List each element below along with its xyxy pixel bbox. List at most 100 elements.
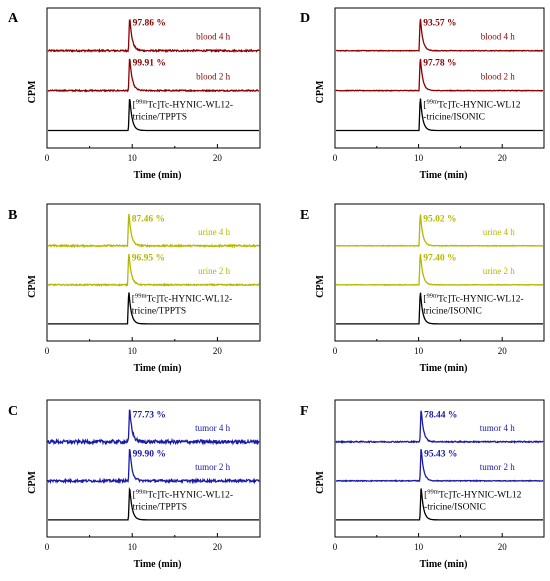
x-tick-label: 10	[128, 153, 138, 163]
standard-label-line2: -tricine/ISONIC	[424, 503, 486, 513]
series-trace	[335, 448, 544, 483]
x-tick-label: 20	[498, 153, 508, 163]
panel-letter: A	[8, 11, 19, 26]
peak-percent-label: 95.43 %	[424, 449, 457, 459]
series-trace	[336, 488, 543, 521]
panel-letter: E	[300, 208, 309, 223]
series-trace	[336, 292, 543, 325]
series-name-label: tumor 2 h	[195, 462, 230, 472]
series-name-label: blood 2 h	[481, 71, 516, 81]
x-axis-title: Time (min)	[134, 170, 182, 181]
standard-label: [99mTc]Tc-HYNIC-WL12	[424, 489, 522, 501]
panel-b: B 0 10 20 Time (min) CPM 87.46 % urine 4 h 96.95…	[8, 203, 261, 374]
standard-label-bracket: [	[424, 491, 427, 501]
standard-label: [99mTc]Tc-HYNIC-WL12-	[133, 489, 233, 501]
series-name-label: urine 4 h	[198, 227, 230, 237]
standard-label-name: Tc]Tc-HYNIC-WL12-	[147, 100, 233, 110]
series-trace	[47, 409, 260, 446]
panel-letter: B	[8, 208, 17, 223]
plot-frame	[46, 203, 261, 342]
series-name-label: urine 2 h	[198, 266, 230, 276]
standard-label-line2: tricine/TPPTS	[133, 112, 187, 122]
peak-percent-label: 95.02 %	[423, 214, 456, 224]
series-trace	[47, 253, 260, 287]
series-trace	[335, 410, 544, 444]
peak-percent-label: 78.44 %	[424, 410, 457, 420]
series-name-label: tumor 4 h	[195, 423, 230, 433]
series-name-label: blood 4 h	[196, 31, 231, 41]
standard-label-line2: -tricine/ISONIC	[423, 112, 485, 122]
standard-label-name: Tc]Tc-HYNIC-WL12-	[438, 295, 524, 305]
x-tick-label: 20	[213, 346, 223, 356]
series-trace	[335, 18, 544, 52]
x-tick-label: 0	[333, 346, 338, 356]
standard-label-line2: tricine/TPPTS	[133, 503, 187, 513]
peak-percent-label: 97.86 %	[133, 19, 166, 29]
x-tick-label: 20	[213, 542, 223, 552]
x-tick-label: 10	[128, 346, 138, 356]
x-axis-title: Time (min)	[134, 363, 182, 374]
plot-frame	[46, 7, 261, 149]
series-trace	[47, 448, 260, 485]
standard-label: [99mTc]Tc-HYNIC-WL12	[423, 98, 521, 110]
standard-label: [99mTc]Tc-HYNIC-WL12-	[423, 293, 523, 305]
standard-label-isotope: 99m	[136, 98, 148, 105]
standard-label-isotope: 99m	[136, 489, 148, 496]
series-trace	[48, 292, 259, 325]
standard-label-line2: tricine/ISONIC	[423, 307, 482, 317]
panel-c: C 0 10 20 Time (min) CPM 77.73 % tumor 4 h 99.90…	[8, 399, 261, 570]
x-tick-label: 0	[333, 542, 338, 552]
series-trace	[335, 214, 543, 248]
x-axis-title: Time (min)	[134, 559, 182, 570]
peak-percent-label: 99.91 %	[133, 58, 166, 68]
standard-label-isotope: 99m	[426, 293, 438, 300]
y-axis-title: CPM	[27, 80, 38, 103]
standard-label-name: Tc]Tc-HYNIC-WL12-	[147, 491, 233, 501]
standard-label-isotope: 99m	[135, 293, 147, 300]
panel-letter: D	[300, 11, 310, 26]
panel-f: F 0 10 20 Time (min) CPM 78.44 % tumor 4 h 95.43…	[300, 399, 545, 570]
standard-label: [99mTc]Tc-HYNIC-WL12-	[132, 293, 232, 305]
x-tick-label: 10	[414, 542, 424, 552]
peak-percent-label: 77.73 %	[133, 410, 166, 420]
x-axis-title: Time (min)	[420, 363, 468, 374]
plot-frame	[46, 399, 261, 538]
series-trace	[47, 213, 260, 249]
standard-label-name: Tc]Tc-HYNIC-WL12	[438, 100, 521, 110]
standard-label-isotope: 99m	[427, 489, 439, 496]
panel-a: A 0 10 20 Time (min) CPM 97.86 % blood 4 h 99.91…	[8, 7, 261, 181]
x-tick-label: 0	[333, 153, 338, 163]
y-axis-title: CPM	[315, 80, 326, 103]
peak-percent-label: 93.57 %	[423, 19, 456, 29]
y-axis-title: CPM	[27, 275, 38, 298]
peak-percent-label: 96.95 %	[132, 253, 165, 263]
x-axis-title: Time (min)	[420, 170, 468, 181]
plot-frame	[334, 7, 545, 149]
x-tick-label: 20	[213, 153, 223, 163]
peak-percent-label: 99.90 %	[133, 449, 166, 459]
x-tick-label: 20	[498, 346, 508, 356]
standard-label-bracket: [	[133, 100, 136, 110]
x-tick-label: 20	[498, 542, 508, 552]
y-axis-title: CPM	[315, 471, 326, 494]
panel-letter: C	[8, 404, 18, 419]
peak-percent-label: 97.78 %	[423, 58, 456, 68]
standard-label-bracket: [	[423, 100, 426, 110]
peak-percent-label: 97.40 %	[423, 253, 456, 263]
standard-label-name: Tc]Tc-HYNIC-WL12	[439, 491, 522, 501]
peak-percent-label: 87.46 %	[132, 214, 165, 224]
x-axis-title: Time (min)	[420, 559, 468, 570]
x-tick-label: 0	[45, 346, 50, 356]
series-trace	[48, 99, 259, 132]
panel-e: E 0 10 20 Time (min) CPM 95.02 % urine 4 h 97.40…	[300, 203, 545, 374]
series-name-label: blood 4 h	[481, 31, 516, 41]
series-name-label: tumor 4 h	[480, 423, 515, 433]
y-axis-title: CPM	[315, 275, 326, 298]
x-tick-label: 10	[414, 153, 424, 163]
series-name-label: urine 4 h	[483, 227, 515, 237]
series-trace	[48, 487, 259, 521]
standard-label-isotope: 99m	[426, 98, 438, 105]
series-name-label: urine 2 h	[483, 266, 515, 276]
standard-label-bracket: [	[423, 295, 426, 305]
